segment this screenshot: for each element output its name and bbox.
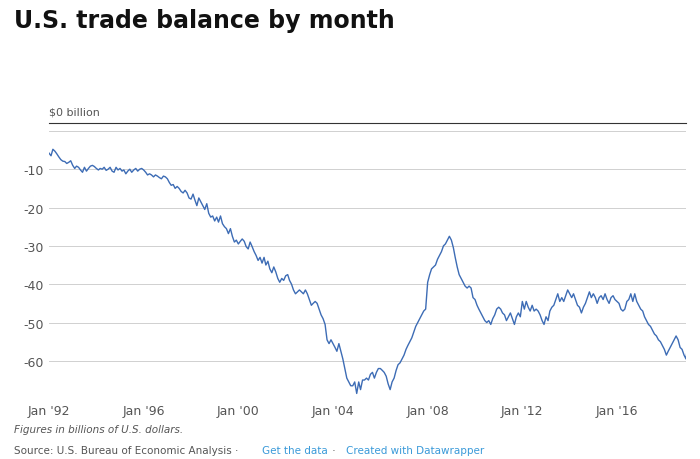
Text: ·: ·: [329, 445, 339, 455]
Text: Created with Datawrapper: Created with Datawrapper: [346, 445, 484, 455]
Text: $0 billion: $0 billion: [49, 107, 100, 117]
Text: Get the data: Get the data: [262, 445, 328, 455]
Text: Figures in billions of U.S. dollars.: Figures in billions of U.S. dollars.: [14, 425, 183, 435]
Text: Source: U.S. Bureau of Economic Analysis ·: Source: U.S. Bureau of Economic Analysis…: [14, 445, 241, 455]
Text: U.S. trade balance by month: U.S. trade balance by month: [14, 9, 395, 33]
